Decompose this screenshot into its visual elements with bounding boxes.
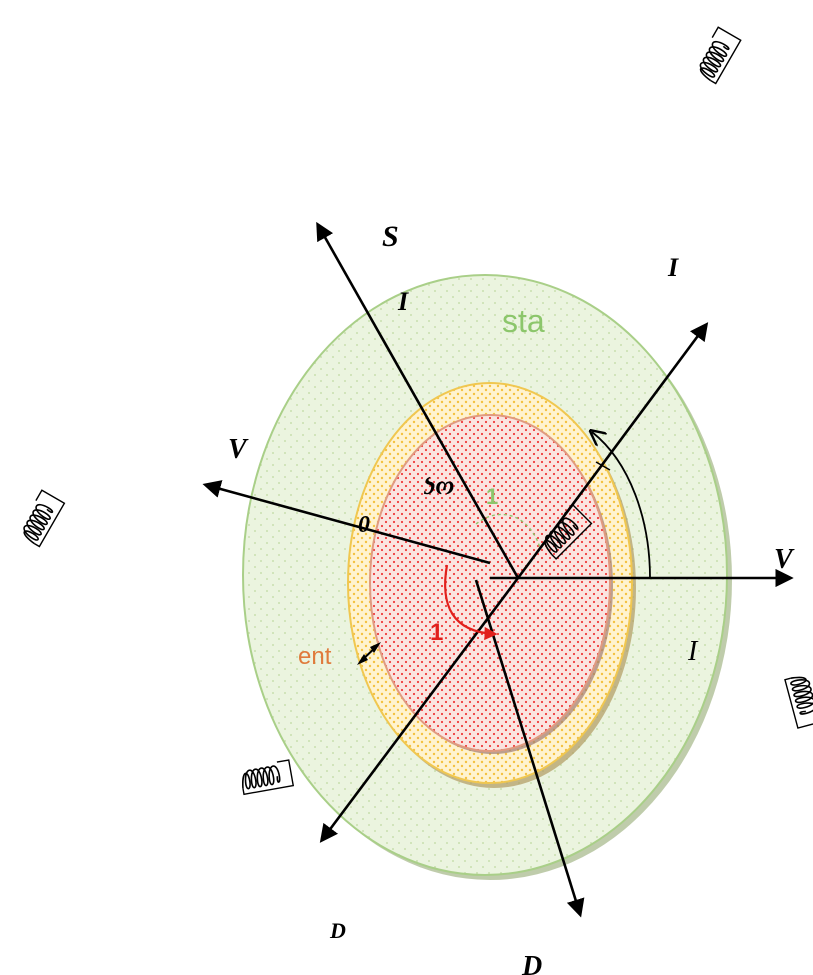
label-top-axis: S [382,220,399,253]
angle-arc-green [475,513,541,549]
label-stator: sta [502,303,545,339]
axis-bottom-left [319,577,520,843]
coil-icon-top-right [692,26,742,85]
axis-v-left [202,480,491,565]
coil-icon-left [16,489,66,548]
label-red-one: 1 [430,619,443,646]
label-rotor: ως [423,476,454,505]
angle-arc-black [592,432,651,579]
airgap-double-arrow [357,642,381,665]
coil-icon-right [784,672,813,729]
label-green-one: 1 [486,484,498,509]
label-orange: ent [298,643,332,670]
label-upper-right: I [667,253,679,282]
axis-s [316,221,520,579]
label-right-axis: V [774,544,795,575]
label-bottom-left-axis: D [329,918,346,943]
label-bottom-axis: D [521,951,542,975]
coil-icon-bottom-left [238,759,295,796]
label-left-axis: V [228,434,249,465]
label-right-i: I [687,636,699,667]
label-top-sub: I [397,287,409,316]
rotor-disc [369,414,613,754]
angle-tick [595,461,611,471]
label-rotor-zero: 0 [358,512,370,538]
rotation-arrow-red [444,564,498,641]
